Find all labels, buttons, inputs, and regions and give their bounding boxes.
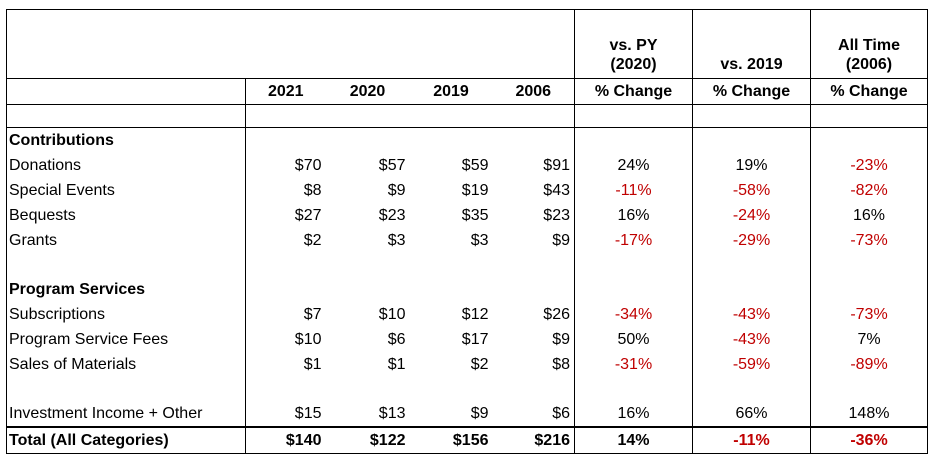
table-row: Sales of Materials $1 $1 $2 $8 -31% -59%… bbox=[6, 352, 928, 377]
row-label: Program Service Fees bbox=[6, 327, 246, 352]
section-title: Program Services bbox=[6, 277, 246, 302]
row-label: Sales of Materials bbox=[6, 352, 246, 377]
row-label: Subscriptions bbox=[6, 302, 246, 327]
header-row-columns: 2021 2020 2019 2006 % Change % Change % … bbox=[6, 78, 928, 105]
row-label: Special Events bbox=[6, 178, 246, 203]
row-label: Total (All Categories) bbox=[6, 426, 246, 454]
row-label: Investment Income + Other bbox=[6, 401, 246, 427]
table-row: Special Events $8 $9 $19 $43 -11% -58% -… bbox=[6, 178, 928, 203]
table-row: Program Service Fees $10 $6 $17 $9 50% -… bbox=[6, 327, 928, 352]
spacer-row bbox=[6, 253, 928, 277]
header-blank bbox=[6, 9, 246, 79]
header-vs-2019: vs. 2019 bbox=[692, 9, 811, 79]
table-row: Grants $2 $3 $3 $9 -17% -29% -73% bbox=[6, 228, 928, 253]
table-row: Subscriptions $7 $10 $12 $26 -34% -43% -… bbox=[6, 302, 928, 327]
section-contributions: Contributions bbox=[6, 127, 928, 153]
spacer-row bbox=[6, 377, 928, 401]
header-row-top: vs. PY (2020) vs. 2019 All Time (2006) bbox=[6, 9, 928, 79]
col-2006: 2006 bbox=[492, 78, 575, 105]
total-row: Total (All Categories) $140 $122 $156 $2… bbox=[6, 426, 928, 454]
col-pct-change-py: % Change bbox=[574, 78, 693, 105]
col-pct-change-2019: % Change bbox=[692, 78, 811, 105]
header-vs-py: vs. PY (2020) bbox=[574, 9, 693, 79]
col-pct-change-2006: % Change bbox=[810, 78, 928, 105]
section-title: Contributions bbox=[6, 127, 246, 153]
col-2021: 2021 bbox=[245, 78, 326, 105]
table-row: Donations $70 $57 $59 $91 24% 19% -23% bbox=[6, 153, 928, 178]
section-program-services: Program Services bbox=[6, 277, 928, 302]
col-2020: 2020 bbox=[325, 78, 410, 105]
row-label: Bequests bbox=[6, 203, 246, 228]
table-row: Bequests $27 $23 $35 $23 16% -24% 16% bbox=[6, 203, 928, 228]
spacer-row bbox=[6, 104, 928, 128]
table-row: Investment Income + Other $15 $13 $9 $6 … bbox=[6, 401, 928, 427]
row-label: Grants bbox=[6, 228, 246, 253]
col-2019: 2019 bbox=[409, 78, 493, 105]
header-all-time: All Time (2006) bbox=[810, 9, 928, 79]
revenue-comparison-table: vs. PY (2020) vs. 2019 All Time (2006) 202… bbox=[6, 9, 928, 454]
row-label: Donations bbox=[6, 153, 246, 178]
